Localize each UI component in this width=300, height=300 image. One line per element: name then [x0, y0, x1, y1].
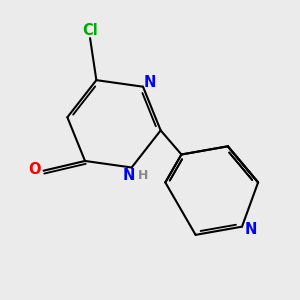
Text: Cl: Cl [82, 23, 98, 38]
Text: N: N [245, 222, 257, 237]
Text: N: N [123, 168, 135, 183]
Text: H: H [138, 169, 148, 182]
Text: O: O [28, 162, 41, 177]
Text: N: N [143, 75, 156, 90]
